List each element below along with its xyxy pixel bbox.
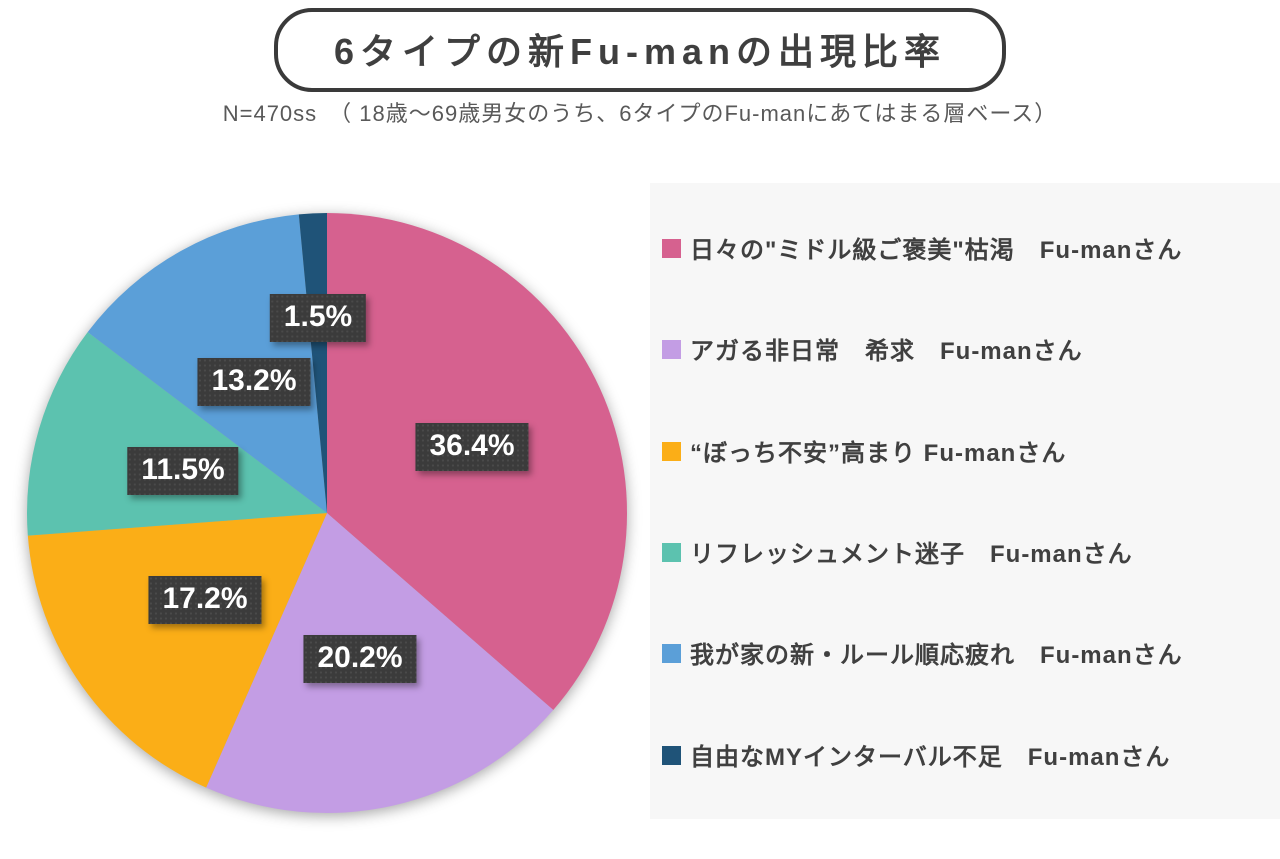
pie-chart-svg [26,213,628,814]
legend-label-4: リフレッシュメント迷子 Fu-manさん [690,541,1133,569]
slice-data-label-2: 20.2% [303,635,417,683]
legend-item-3: “ぼっち不安”高まり Fu-manさん [662,433,1274,468]
legend-swatch-4 [662,543,681,563]
title-box: 6タイプの新Fu-manの出現比率 [273,8,1007,92]
pie-slice-6 [298,213,327,513]
legend-swatch-2 [662,340,681,360]
legend-label-5: 我が家の新・ルール順応疲れ Fu-manさん [690,642,1183,670]
legend: 日々の"ミドル級ご褒美"枯渇 Fu-manさん アガる非日常 希求 Fu-manさ… [650,183,1280,819]
sample-size-note: N=470ss （ 18歳～69歳男女のうち、6タイプのFu-manにあてはまる… [222,101,1058,126]
slice-data-label-3: 17.2% [148,576,262,624]
slice-data-label-1: 36.4% [415,423,529,471]
legend-swatch-6 [662,745,681,765]
slice-data-label-6: 1.5% [269,294,367,342]
legend-label-6: 自由なMYインターバル不足 Fu-manさん [690,743,1171,771]
legend-item-6: 自由なMYインターバル不足 Fu-manさん [662,737,1274,772]
slice-data-label-5: 13.2% [197,358,311,406]
page-title: 6タイプの新Fu-manの出現比率 [333,31,947,72]
legend-item-2: アガる非日常 希求 Fu-manさん [662,331,1274,366]
pie-slice-4 [26,332,327,536]
slice-data-label-4: 11.5% [127,447,239,495]
legend-label-2: アガる非日常 希求 Fu-manさん [690,338,1083,366]
legend-label-3: “ぼっち不安”高まり Fu-manさん [690,439,1067,467]
legend-item-4: リフレッシュメント迷子 Fu-manさん [662,534,1274,569]
pie-chart: 36.4% 20.2% 17.2% 11.5% 13.2% 1.5% [7,193,647,833]
legend-item-1: 日々の"ミドル級ご褒美"枯渇 Fu-manさん [662,230,1274,265]
legend-swatch-5 [662,644,681,664]
legend-label-1: 日々の"ミドル級ご褒美"枯渇 Fu-manさん [690,237,1183,265]
legend-item-5: 我が家の新・ルール順応疲れ Fu-manさん [662,635,1274,670]
legend-swatch-3 [662,441,681,461]
legend-swatch-1 [662,239,681,259]
